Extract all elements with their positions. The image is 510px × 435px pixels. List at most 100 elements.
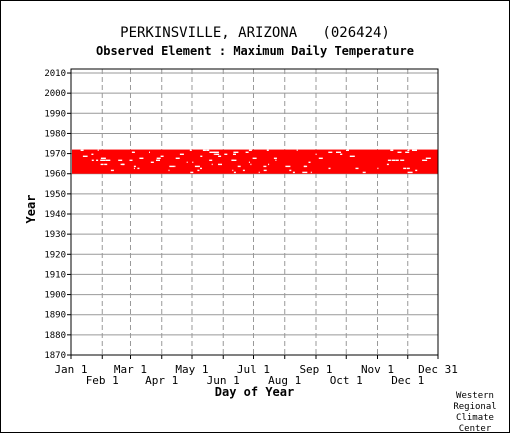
month-tick-label: May 1 xyxy=(175,363,208,376)
missing-day-gap xyxy=(186,161,188,163)
month-tick-label: Sep 1 xyxy=(299,363,332,376)
month-tick-label: Jan 1 xyxy=(54,363,87,376)
missing-day-gap xyxy=(80,149,84,151)
missing-day-gap xyxy=(425,157,431,159)
missing-day-gap xyxy=(231,159,234,161)
missing-day-gap xyxy=(169,165,175,168)
missing-day-gap xyxy=(100,163,104,166)
year-tick-label: 1870 xyxy=(44,351,66,361)
missing-day-gap xyxy=(137,167,140,170)
month-tick-label: Apr 1 xyxy=(145,374,178,387)
missing-day-gap xyxy=(242,169,245,172)
missing-day-gap xyxy=(100,157,106,159)
x-axis-label: Day of Year xyxy=(215,385,294,399)
missing-day-gap xyxy=(139,157,144,159)
missing-day-gap xyxy=(105,159,111,161)
missing-day-gap xyxy=(194,165,200,168)
missing-day-gap xyxy=(328,167,331,170)
missing-day-gap xyxy=(268,163,270,166)
grid-layer xyxy=(71,69,438,356)
missing-day-gap xyxy=(97,149,99,151)
missing-day-gap xyxy=(133,165,136,168)
credit-line: Center xyxy=(458,424,492,434)
missing-day-gap xyxy=(258,171,260,174)
missing-day-gap xyxy=(412,149,417,151)
missing-day-gap xyxy=(96,159,99,161)
month-tick-label: Mar 1 xyxy=(114,363,147,376)
missing-day-gap xyxy=(340,153,343,155)
missing-day-gap xyxy=(355,167,359,170)
missing-day-gap xyxy=(83,155,88,157)
missing-day-gap xyxy=(206,149,210,151)
missing-day-gap xyxy=(231,159,237,161)
missing-day-gap xyxy=(422,159,428,161)
missing-day-gap xyxy=(232,169,234,172)
year-tick-label: 2000 xyxy=(44,89,66,99)
missing-day-gap xyxy=(302,171,308,174)
missing-day-gap xyxy=(156,157,161,159)
missing-day-gap xyxy=(233,153,236,155)
missing-day-gap xyxy=(133,167,135,170)
missing-day-gap xyxy=(131,151,135,153)
missing-day-gap xyxy=(387,159,391,161)
missing-day-gap xyxy=(209,159,213,161)
missing-day-gap xyxy=(289,169,292,172)
missing-day-gap xyxy=(149,151,150,153)
missing-day-gap xyxy=(263,165,267,168)
missing-day-gap xyxy=(197,169,200,172)
missing-day-gap xyxy=(209,151,215,153)
missing-day-gap xyxy=(250,163,252,166)
missing-day-gap xyxy=(390,149,394,151)
missing-day-gap xyxy=(91,159,94,161)
wrcc-credit: Western Regional Climate Center xyxy=(441,391,509,435)
missing-day-gap xyxy=(336,151,341,153)
missing-day-gap xyxy=(190,171,194,174)
missing-day-gap xyxy=(263,169,267,172)
month-tick-label: Aug 1 xyxy=(268,374,301,387)
missing-day-gap xyxy=(168,169,170,172)
missing-day-gap xyxy=(273,157,277,159)
missing-day-gap xyxy=(160,155,164,157)
missing-day-gap xyxy=(386,163,389,166)
month-tick-label: Jun 1 xyxy=(207,374,240,387)
missing-day-gap xyxy=(391,159,396,161)
year-tick-label: 2010 xyxy=(44,69,66,79)
missing-day-gap xyxy=(192,161,194,163)
missing-day-gap xyxy=(120,163,125,166)
missing-day-gap xyxy=(296,149,298,151)
missing-day-gap xyxy=(202,149,206,151)
year-tick-label: 1980 xyxy=(44,129,66,139)
missing-day-gap xyxy=(211,163,213,166)
year-tick-label: 1880 xyxy=(44,331,66,341)
axis-layer: 1870 1880 1890 1900 1910 1920 1930 1940 1950 1960… xyxy=(44,69,458,387)
missing-day-gap xyxy=(405,151,410,153)
year-tick-label: 1950 xyxy=(44,190,66,200)
missing-day-gap xyxy=(129,159,133,161)
missing-day-gap xyxy=(82,155,84,157)
missing-day-gap xyxy=(252,157,257,159)
missing-day-gap xyxy=(224,153,228,155)
missing-day-gap xyxy=(377,167,379,170)
missing-day-gap xyxy=(407,171,413,174)
missing-day-gap xyxy=(233,151,239,153)
data-layer xyxy=(72,149,438,174)
credit-line: Western xyxy=(456,391,494,401)
missing-day-gap xyxy=(400,159,405,161)
missing-day-gap xyxy=(248,149,252,151)
year-tick-label: 1940 xyxy=(44,210,66,220)
month-tick-label: Jul 1 xyxy=(237,363,270,376)
records-band xyxy=(72,149,438,174)
missing-day-gap xyxy=(218,155,222,157)
missing-day-gap xyxy=(292,171,295,174)
missing-day-gap xyxy=(415,169,418,172)
missing-day-gap xyxy=(118,159,123,161)
missing-day-gap xyxy=(237,165,241,168)
year-tick-label: 1900 xyxy=(44,291,66,301)
missing-day-gap xyxy=(395,159,399,161)
missing-day-gap xyxy=(406,167,410,170)
credit-line: Regional xyxy=(453,402,497,412)
missing-day-gap xyxy=(150,161,154,163)
missing-day-gap xyxy=(174,165,176,168)
